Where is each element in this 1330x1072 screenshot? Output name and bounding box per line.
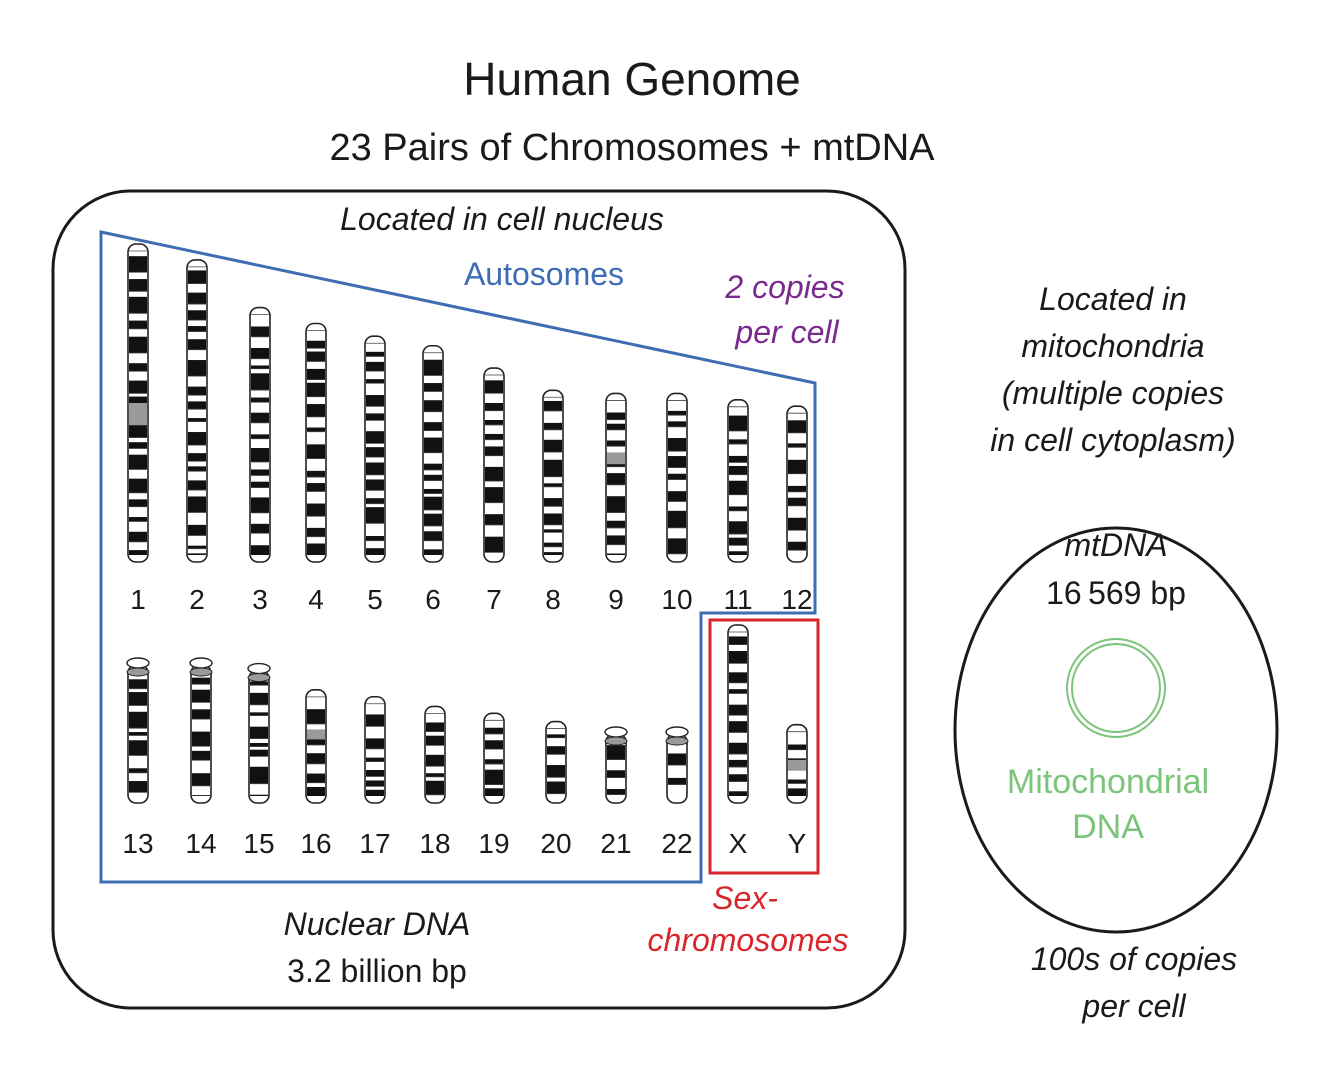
chromosome-label: 11 [723,584,752,615]
sex-chromosome-outline [708,618,820,875]
nuclear-dna-label: Nuclear DNA [284,906,471,942]
chromosome-label: 14 [185,828,216,859]
chromosome-label: 20 [540,828,571,859]
chromosome-label: 4 [308,584,324,615]
chromosome-label: 13 [122,828,153,859]
mtdna-circle-icon [1066,638,1166,738]
chromosome-label: 6 [425,584,441,615]
chromosome-label: 16 [300,828,331,859]
chromosome-label: 21 [600,828,631,859]
chromosome-3 [249,306,271,563]
chromosome-label: 7 [486,584,502,615]
autosome-row-2: 13 14 15 16 17 18 19 20 21 22 [122,657,693,859]
chromosome-15 [247,662,271,804]
mito-copies-line1: 100s of copies [1031,941,1237,977]
chromosome-16 [305,689,327,804]
chromosome-8 [542,389,564,563]
chromosome-13 [126,657,150,804]
chromosome-label: 3 [252,584,268,615]
chromosome-label: 5 [367,584,383,615]
chromosome-5 [364,335,386,563]
chromosome-label: 18 [419,828,450,859]
nucleus-box [51,189,907,1010]
chromosome-4 [305,322,327,563]
autosome-row-1: 1 2 3 4 5 6 7 8 9 10 11 12 [127,243,813,615]
nuclear-dna-size: 3.2 billion bp [287,953,467,989]
mito-location-line3: (multiple copies [1002,375,1224,411]
chromosome-14 [189,657,213,804]
mtdna-label: mtDNA [1064,527,1167,563]
mito-location-line4: in cell cytoplasm) [990,422,1235,458]
copies-per-cell-label-line2: per cell [734,314,839,350]
chromosome-9 [605,392,627,563]
chromosome-6 [422,344,444,563]
chromosome-label: 8 [545,584,561,615]
mitochondrial-dna-label-line1: Mitochondrial [1007,763,1209,801]
chromosome-2 [186,259,208,563]
sex-chromosomes-label-line1: Sex- [712,880,778,916]
mitochondrion-ellipse [953,526,1279,934]
mitochondrial-dna-label-line2: DNA [1072,808,1144,846]
chromosome-Y [786,723,808,804]
autosome-outline [99,230,817,884]
diagram-subtitle: 23 Pairs of Chromosomes + mtDNA [329,127,935,169]
chromosome-label: 15 [243,828,274,859]
nucleus-location-label: Located in cell nucleus [340,201,664,237]
mito-location-line1: Located in [1039,281,1187,317]
chromosome-label: Y [788,828,807,859]
chromosome-label: 12 [781,584,812,615]
chromosome-19 [483,712,505,804]
diagram-title: Human Genome [463,53,801,105]
mtdna-size: 16 569 bp [1046,575,1186,611]
sex-chromosomes-label-line2: chromosomes [648,922,849,958]
mito-copies-line2: per cell [1081,988,1186,1024]
chromosome-label: 19 [478,828,509,859]
chromosome-label: X [729,828,748,859]
chromosome-20 [545,720,567,804]
chromosome-1 [127,243,149,563]
chromosome-label: 10 [661,584,692,615]
mito-location-line2: mitochondria [1021,328,1204,364]
chromosome-label: 22 [661,828,692,859]
chromosome-18 [424,705,446,804]
chromosome-label: 17 [359,828,390,859]
chromosome-label: 9 [608,584,624,615]
chromosome-12 [786,405,808,563]
chromosome-label: 1 [130,584,146,615]
chromosome-10 [666,392,688,563]
chromosome-X [727,624,749,804]
chromosome-17 [364,695,386,804]
chromosome-22 [665,726,689,804]
chromosome-11 [727,399,749,563]
chromosome-7 [483,367,505,563]
chromosome-21 [604,726,628,804]
chromosome-label: 2 [189,584,205,615]
autosomes-label: Autosomes [464,256,624,292]
copies-per-cell-label-line1: 2 copies [724,269,844,305]
